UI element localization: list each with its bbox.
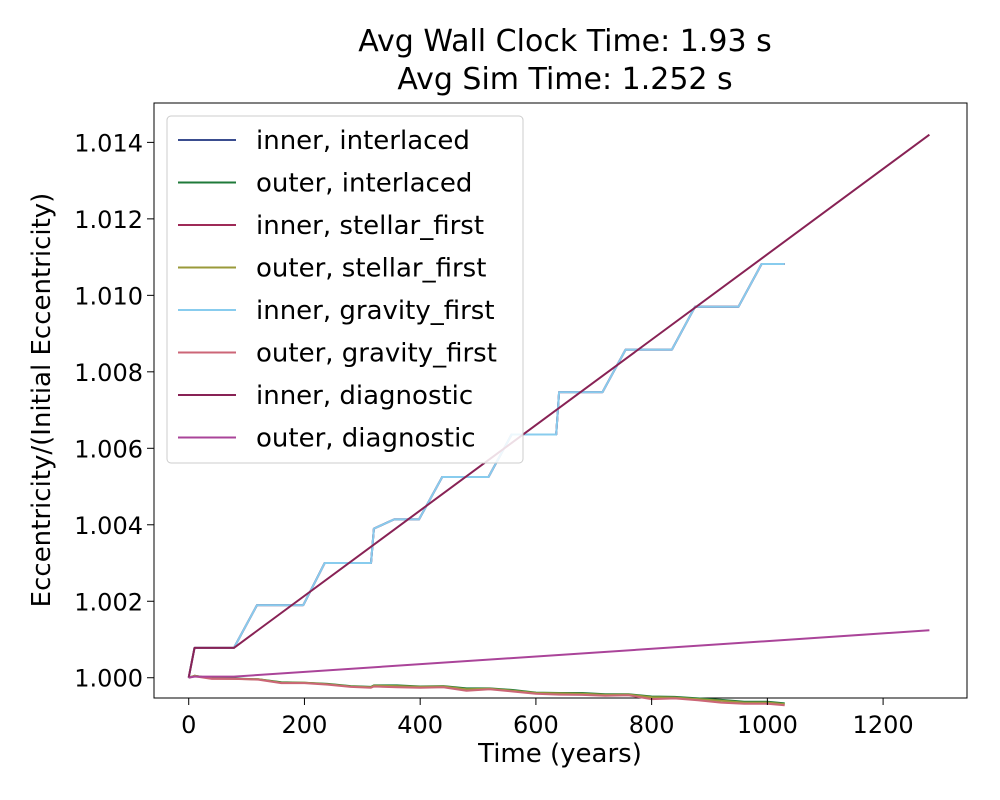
chart-subtitle: Avg Sim Time: 1.252 s <box>397 62 733 97</box>
y-tick-label: 1.006 <box>74 435 143 463</box>
x-tick-label: 800 <box>629 711 675 739</box>
x-tick-label: 600 <box>513 711 559 739</box>
series-line-inner-diagnostic <box>187 133 930 678</box>
y-tick-label: 1.002 <box>74 588 143 616</box>
legend-label: outer, stellar_first <box>256 254 486 284</box>
legend-label: inner, gravity_first <box>256 296 495 326</box>
legend-label: outer, interlaced <box>256 169 472 199</box>
legend-label: outer, gravity_first <box>256 339 497 369</box>
x-axis: 0 200 400 600 800 1000 1200 <box>181 698 914 739</box>
legend-label: outer, diagnostic <box>256 424 476 454</box>
legend-label: inner, diagnostic <box>256 381 473 411</box>
y-tick-label: 1.014 <box>74 129 143 157</box>
legend-label: inner, interlaced <box>256 126 470 156</box>
y-axis-label: Eccentricity/(Initial Eccentricity) <box>27 193 57 608</box>
x-tick-label: 0 <box>181 711 196 739</box>
legend-label: inner, stellar_first <box>256 211 484 241</box>
y-tick-label: 1.012 <box>74 206 143 234</box>
y-tick-label: 1.008 <box>74 359 143 387</box>
series-line-outer-gravity-first <box>188 675 785 707</box>
y-axis: 1.000 1.002 1.004 1.006 1.008 1.010 1.012 1.014 <box>74 129 154 693</box>
legend-box <box>166 115 524 464</box>
x-tick-label: 400 <box>397 711 443 739</box>
y-tick-label: 1.000 <box>74 665 143 693</box>
y-tick-label: 1.010 <box>74 282 143 310</box>
chart-title: Avg Wall Clock Time: 1.93 s <box>358 24 772 59</box>
y-tick-label: 1.004 <box>74 512 143 540</box>
series-line-outer-diagnostic <box>188 629 930 679</box>
x-tick-label: 200 <box>282 711 328 739</box>
legend: inner, interlaced outer, interlaced inner,… <box>166 115 524 464</box>
x-tick-label: 1000 <box>737 711 798 739</box>
x-tick-label: 1200 <box>853 711 914 739</box>
x-axis-label: Time (years) <box>477 739 642 769</box>
